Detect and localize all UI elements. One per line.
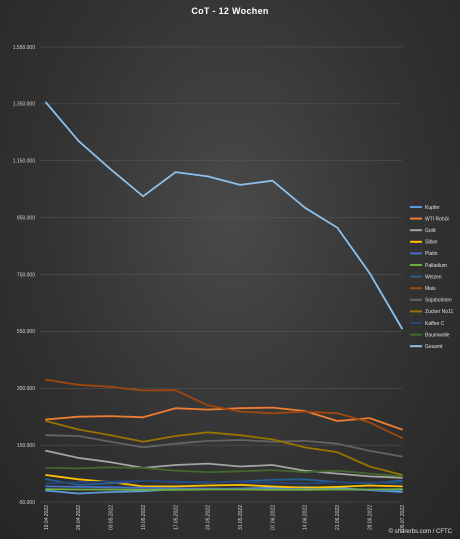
legend-label: Gesamt	[425, 344, 443, 350]
legend-label: Baumwolle	[425, 332, 450, 338]
y-tick-label: 1.350.000	[13, 102, 35, 108]
x-tick-label: 03.05.2022	[109, 505, 115, 530]
x-tick-label: 24.05.2022	[206, 505, 212, 530]
legend-label: Gold	[425, 228, 436, 234]
y-tick-label: -50.000	[18, 500, 35, 506]
legend: Kupfer WTI Rohöl Gold Silber Platin Palladium…	[410, 205, 453, 350]
series-line	[45, 466, 403, 478]
x-tick-label: 21.06.2022	[335, 505, 341, 530]
legend-label: Platin	[425, 251, 438, 257]
series-line	[45, 488, 403, 491]
y-tick-label: 750.000	[17, 272, 35, 278]
series-line	[45, 434, 403, 458]
legend-label: Kupfer	[425, 205, 440, 211]
series-line	[45, 378, 403, 439]
y-tick-label: 1.150.000	[13, 159, 35, 165]
x-tick-label: 31.05.2022	[238, 505, 244, 530]
x-tick-label: 28.06.2022	[367, 505, 373, 530]
y-axis-ticks: -50.000 150.000 350.000 550.000 750.000 950.0…	[13, 45, 35, 506]
x-tick-label: 26.04.2022	[76, 505, 82, 530]
x-tick-label: 17.05.2022	[173, 505, 179, 530]
series-line	[45, 101, 403, 330]
x-tick-label: 19.04.2022	[44, 505, 50, 530]
series-line	[45, 406, 403, 431]
legend-label: Kaffee C	[425, 321, 445, 327]
x-tick-label: 07.06.2022	[270, 505, 276, 530]
x-axis-ticks: 19.04.2022 26.04.2022 03.05.2022 10.05.2022…	[44, 505, 406, 530]
legend-label: Zucker No11	[425, 309, 453, 315]
y-tick-label: 1.550.000	[13, 45, 35, 51]
series-line	[45, 479, 403, 485]
legend-label: Palladium	[425, 263, 447, 269]
x-tick-label: 14.06.2022	[303, 505, 309, 530]
legend-label: WTI Rohöl	[425, 216, 449, 222]
y-tick-label: 150.000	[17, 443, 35, 449]
series-line	[45, 449, 403, 479]
y-tick-label: 950.000	[17, 215, 35, 221]
x-tick-label: 05.07.2022	[400, 505, 406, 530]
y-tick-label: 550.000	[17, 329, 35, 335]
legend-label: Silber	[425, 240, 438, 246]
legend-label: Mais	[425, 286, 436, 292]
series-lines	[45, 101, 403, 495]
legend-label: Sojabohnen	[425, 298, 452, 304]
legend-label: Weizen	[425, 274, 442, 280]
chart-title: CoT - 12 Wochen	[191, 6, 268, 16]
x-tick-label: 10.05.2022	[141, 505, 147, 530]
source-credit: © sharerbs.com / CFTC	[389, 528, 453, 535]
series-line	[45, 420, 403, 476]
y-tick-label: 350.000	[17, 386, 35, 392]
